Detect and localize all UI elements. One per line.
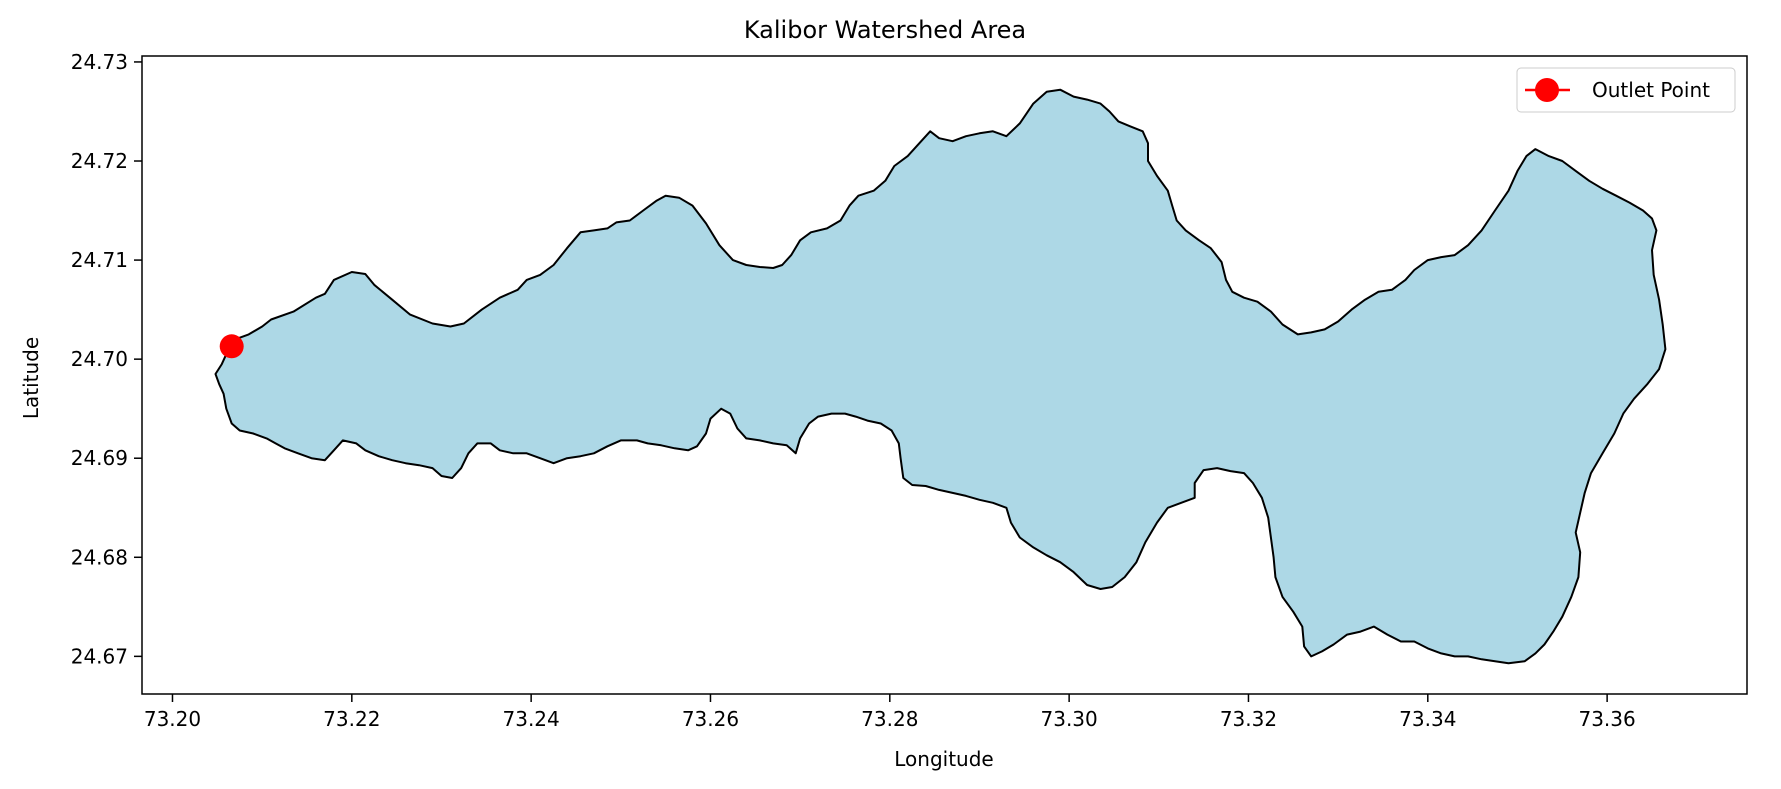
y-tick-label: 24.70: [71, 347, 128, 371]
x-axis: 73.20 73.22 73.24 73.26 73.28 73.30 73.32 73.34…: [144, 694, 1636, 731]
x-tick-label: 73.34: [1399, 707, 1456, 731]
x-tick-label: 73.28: [861, 707, 918, 731]
x-axis-label: Longitude: [894, 747, 993, 771]
plot-layer: [214, 88, 1667, 665]
y-axis: 24.67 24.68 24.69 24.70 24.71 24.72 24.73: [71, 50, 142, 668]
x-tick-label: 73.20: [144, 707, 201, 731]
y-tick-label: 24.69: [71, 446, 128, 470]
legend-point-marker: [1535, 78, 1559, 102]
outlet-point-marker: [219, 334, 244, 359]
y-tick-label: 24.73: [71, 50, 128, 74]
x-tick-label: 73.26: [682, 707, 739, 731]
y-tick-label: 24.68: [71, 545, 128, 569]
legend-box: [1516, 67, 1736, 113]
legend: Outlet Point: [1516, 67, 1736, 113]
x-tick-label: 73.24: [503, 707, 560, 731]
y-tick-label: 24.72: [71, 149, 128, 173]
x-tick-label: 73.30: [1041, 707, 1098, 731]
watershed-polygon: [214, 88, 1667, 665]
chart-title: Kalibor Watershed Area: [744, 16, 1026, 44]
legend-entry-label: Outlet Point: [1592, 78, 1710, 102]
y-axis-label: Latitude: [19, 337, 43, 419]
x-tick-label: 73.32: [1220, 707, 1277, 731]
plot-area: [141, 55, 1748, 695]
x-tick-label: 73.36: [1578, 707, 1635, 731]
y-tick-label: 24.71: [71, 248, 128, 272]
y-tick-label: 24.67: [71, 644, 128, 668]
x-tick-label: 73.22: [323, 707, 380, 731]
